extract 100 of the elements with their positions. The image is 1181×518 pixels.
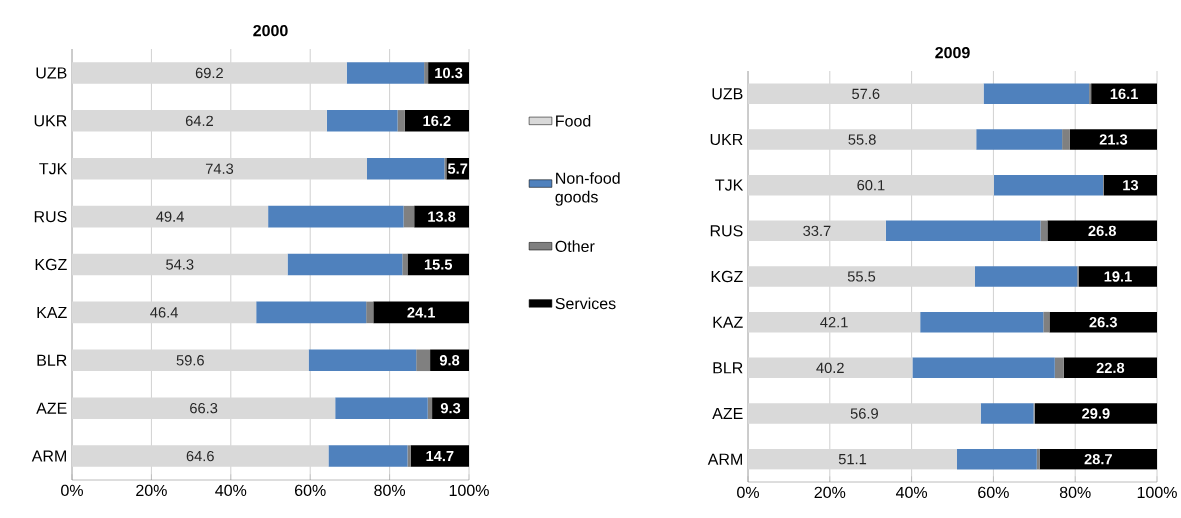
bar: [1103, 174, 1158, 196]
legend-label: Food: [556, 114, 591, 127]
data-label: 54.3: [166, 259, 194, 270]
y-tick-label: KGZ: [711, 270, 743, 283]
x-tick-label: 40%: [895, 486, 928, 499]
bar: [748, 174, 994, 196]
bar: [920, 311, 1044, 333]
bar: [748, 448, 958, 470]
data-label: 9.8: [439, 355, 460, 366]
x-tick-label: 20%: [136, 484, 167, 497]
bar: [1078, 266, 1158, 287]
data-label: 57.6: [852, 88, 880, 100]
data-label: 55.5: [847, 271, 876, 282]
bar: [748, 311, 921, 333]
y-tick-label: ARM: [707, 453, 742, 465]
bar: [983, 83, 1090, 105]
data-label: 29.9: [1082, 408, 1110, 419]
data-label: 51.1: [838, 454, 867, 465]
bar: [407, 445, 411, 467]
bar: [748, 83, 984, 105]
bar: [346, 62, 425, 84]
data-label: 60.1: [857, 179, 885, 191]
y-tick-label: UZB: [712, 88, 743, 100]
data-label: 66.3: [190, 403, 218, 414]
bar: [287, 253, 403, 276]
bar: [1049, 311, 1158, 333]
data-label: 5.7: [447, 163, 468, 174]
x-tick-label: 0%: [61, 484, 83, 497]
bar: [366, 301, 374, 324]
data-label: 64.2: [185, 115, 213, 127]
data-label: 24.1: [407, 307, 436, 318]
bar: [268, 205, 404, 228]
x-tick-label: 100%: [449, 484, 489, 497]
x-tick-label: 80%: [374, 484, 406, 497]
data-label: 15.5: [424, 259, 453, 270]
data-label: 56.9: [850, 408, 878, 419]
data-label: 69.2: [195, 67, 223, 79]
bar: [1063, 357, 1158, 379]
y-tick-label: KGZ: [35, 258, 67, 271]
bar: [366, 157, 445, 180]
x-tick-label: 80%: [1059, 486, 1091, 499]
bar: [1034, 403, 1158, 424]
data-label: 22.8: [1096, 362, 1125, 374]
bar: [328, 445, 408, 467]
x-tick-label: 60%: [295, 484, 326, 497]
y-tick-label: ARM: [31, 450, 66, 462]
data-label: 55.8: [848, 134, 876, 145]
data-label: 26.8: [1088, 225, 1117, 237]
data-label: 42.1: [820, 317, 848, 328]
bar: [1089, 83, 1092, 105]
bar: [432, 397, 470, 419]
bar: [424, 62, 429, 84]
y-tick-label: BLR: [713, 362, 743, 374]
data-label: 16.1: [1110, 88, 1138, 100]
bar: [1043, 311, 1050, 333]
x-tick-label: 60%: [978, 486, 1009, 499]
bar: [427, 397, 433, 419]
bar: [403, 205, 415, 228]
bar: [748, 266, 976, 287]
data-label: 26.3: [1089, 316, 1117, 328]
data-label: 21.3: [1099, 134, 1128, 145]
y-tick-label: TJK: [715, 179, 744, 191]
bar: [335, 397, 428, 419]
legend-label: Other: [555, 240, 595, 253]
bar: [993, 174, 1104, 196]
bar: [256, 301, 367, 324]
y-tick-label: RUS: [34, 210, 67, 223]
data-label: 19.1: [1104, 271, 1132, 282]
bar: [326, 110, 398, 132]
data-label: 13: [1123, 179, 1139, 191]
bar: [1039, 448, 1158, 470]
bar: [72, 349, 309, 372]
bar: [308, 349, 417, 372]
bar: [1047, 220, 1158, 242]
bar: [748, 403, 981, 424]
x-tick-label: 20%: [814, 486, 846, 499]
bar: [402, 253, 408, 276]
data-label: 59.6: [176, 355, 204, 366]
bar: [1054, 357, 1064, 379]
data-label: 33.7: [803, 225, 831, 237]
bar: [72, 301, 257, 324]
chart-title: 2000: [253, 24, 288, 37]
y-tick-label: AZE: [712, 408, 743, 420]
x-tick-label: 40%: [215, 484, 247, 497]
y-tick-label: TJK: [39, 163, 68, 175]
data-label: 40.2: [816, 362, 844, 374]
bar: [748, 357, 913, 379]
x-tick-label: 0%: [737, 486, 759, 499]
bar: [72, 110, 327, 132]
bar: [72, 62, 347, 84]
bar: [72, 253, 288, 276]
bar: [957, 448, 1037, 470]
data-label: 28.7: [1084, 453, 1112, 465]
data-label: 16.2: [423, 115, 451, 127]
data-label: 13.8: [428, 211, 456, 222]
bar: [404, 110, 470, 132]
bar: [885, 220, 1041, 242]
bar: [72, 157, 367, 180]
legend-label: Non-food goods: [555, 172, 620, 206]
bar: [1036, 448, 1040, 470]
